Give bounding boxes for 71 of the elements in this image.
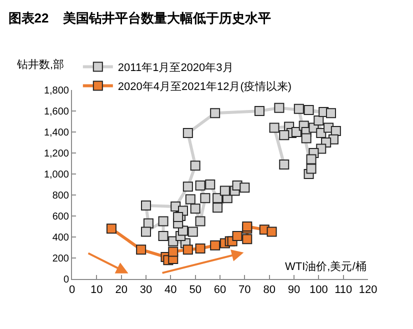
point xyxy=(301,133,312,144)
point xyxy=(294,104,304,114)
x-tick-label: 20 xyxy=(115,284,128,296)
point xyxy=(158,216,168,226)
x-tick-label: 80 xyxy=(263,284,276,296)
x-tick-label: 50 xyxy=(189,284,202,296)
point xyxy=(188,226,198,237)
y-tick-label: 800 xyxy=(52,190,70,202)
point xyxy=(240,182,250,193)
legend-label: 2020年4月至2021年12月(疫情以来) xyxy=(118,80,292,93)
point xyxy=(330,126,341,136)
point xyxy=(168,246,178,257)
x-tick-label: 30 xyxy=(140,284,152,296)
point xyxy=(190,204,200,214)
point xyxy=(210,108,220,118)
x-tick-label: 70 xyxy=(238,284,251,296)
point xyxy=(314,115,324,126)
x-tick-label: 110 xyxy=(334,284,352,296)
point xyxy=(205,180,216,190)
x-tick-label: 100 xyxy=(309,284,328,296)
point xyxy=(173,212,184,222)
point xyxy=(143,218,154,228)
point xyxy=(306,154,316,164)
y-tick-label: 0 xyxy=(63,274,70,286)
point xyxy=(212,202,223,213)
point xyxy=(279,160,290,170)
point xyxy=(254,106,264,116)
point xyxy=(326,108,336,118)
x-tick-label: 90 xyxy=(288,284,300,296)
y-tick-label: 1,000 xyxy=(44,170,70,180)
y-tick-label: 600 xyxy=(52,212,70,222)
point xyxy=(195,180,206,191)
point xyxy=(136,244,146,255)
point xyxy=(266,226,277,237)
x-tick-label: 10 xyxy=(90,284,103,296)
legend-label: 2011年1月至2020年3月 xyxy=(118,62,234,74)
point xyxy=(185,194,196,204)
point xyxy=(220,186,230,196)
point xyxy=(200,193,210,204)
x-tick-label: 40 xyxy=(164,284,177,296)
point xyxy=(182,182,193,192)
point xyxy=(141,226,151,237)
point xyxy=(304,104,314,115)
point xyxy=(269,122,280,133)
point xyxy=(232,230,242,241)
point xyxy=(182,244,193,255)
chart-title: 图表22 美国钻井平台数量大幅低于历史水平 xyxy=(8,10,272,26)
y-axis-title: 钻井数,部 xyxy=(16,58,64,71)
y-tick-label: 400 xyxy=(52,232,70,244)
y-tick-label: 1,600 xyxy=(44,106,70,118)
point xyxy=(279,130,290,140)
point xyxy=(195,216,206,226)
point xyxy=(190,160,200,171)
y-tick-label: 1,400 xyxy=(44,128,70,138)
point xyxy=(210,240,220,250)
point xyxy=(242,234,252,244)
x-tick-label: 120 xyxy=(358,284,378,296)
point xyxy=(195,244,206,254)
point xyxy=(158,230,168,241)
point xyxy=(106,224,116,234)
point xyxy=(242,222,252,232)
point xyxy=(141,200,151,210)
point xyxy=(306,164,316,174)
point xyxy=(274,102,284,113)
x-axis-title: WTI油价,美元/桶 xyxy=(285,260,366,273)
y-tick-label: 200 xyxy=(52,254,70,264)
y-tick-label: 1,200 xyxy=(44,148,70,160)
y-tick-label: 1,800 xyxy=(44,86,70,96)
point xyxy=(182,128,193,138)
point xyxy=(291,127,302,137)
x-tick-label: 60 xyxy=(214,284,226,296)
